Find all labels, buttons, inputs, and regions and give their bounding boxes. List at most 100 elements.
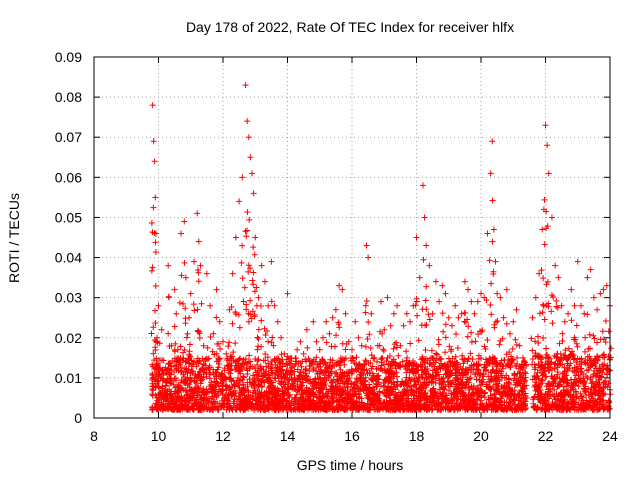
data-point [439,282,446,289]
y-tick-label: 0.03 [55,290,82,306]
data-point [379,330,386,337]
data-point [476,372,483,379]
data-point-bulk [418,403,425,410]
data-point [220,338,226,345]
data-point-bulk [180,378,187,385]
data-point [588,380,595,387]
data-point [403,348,410,355]
data-point [176,299,183,306]
data-point [271,302,278,309]
data-point-bulk [461,356,468,363]
data-point [156,370,163,377]
data-point [448,370,455,377]
data-point [413,298,420,305]
data-point-bulk [593,406,600,413]
data-point-bulk [474,392,481,399]
data-point [274,355,281,362]
data-point [182,274,189,281]
data-point-bulk [358,400,365,407]
data-point [358,380,365,387]
data-point [465,286,472,293]
data-point [442,334,449,341]
data-point [281,350,288,357]
data-point-bulk [327,356,334,363]
data-point [563,386,570,393]
data-point-bulk [250,395,257,402]
data-point [401,390,408,397]
data-point-bulk [225,363,232,370]
data-point [312,380,319,387]
data-point-bulk [461,370,468,377]
data-point-bulk [258,383,265,390]
data-point [503,286,510,293]
data-point-bulk [455,395,462,402]
data-point [152,239,159,246]
y-tick-label: 0.04 [55,250,82,266]
data-point [359,364,366,371]
data-point [249,170,256,177]
data-point-bulk [244,393,251,400]
data-point [323,318,330,325]
data-point-bulk [464,358,471,365]
data-point [442,349,449,356]
data-point [249,363,256,370]
data-point-bulk [457,399,464,406]
data-point-bulk [219,371,226,378]
data-point [400,322,407,329]
data-point [548,308,555,315]
data-point-bulk [355,404,362,411]
data-point [513,306,520,313]
data-point-bulk [154,360,161,367]
data-point-bulk [276,359,283,366]
data-point [178,230,185,237]
data-point [319,357,326,364]
data-point [468,338,475,345]
data-point [339,369,346,376]
data-point-bulk [441,386,448,393]
data-point [184,330,191,337]
data-point [238,259,245,266]
data-point [173,366,180,373]
data-point-bulk [438,381,445,388]
data-point-bulk [379,355,386,362]
data-point [421,214,428,221]
data-point [287,354,294,361]
data-point [254,334,261,341]
data-point-bulk [337,404,344,411]
data-point [586,331,593,338]
data-point [561,318,568,325]
data-point [230,349,237,356]
data-point-bulk [428,361,435,368]
data-point [452,353,459,360]
data-point-bulk [493,376,500,383]
data-point [300,350,307,357]
data-point-bulk [229,406,236,413]
data-point-bulk [451,392,458,399]
data-point [543,345,550,352]
data-point [281,391,288,398]
data-point-bulk [164,404,171,411]
data-point [319,334,326,341]
data-point-bulk [149,370,156,377]
data-point [603,282,610,289]
data-point [282,374,289,381]
data-point-bulk [567,406,574,413]
data-point-bulk [268,369,275,376]
data-point [542,122,549,129]
x-tick-label: 16 [344,428,360,444]
data-point [236,324,243,331]
data-point-bulk [204,389,211,396]
data-point [232,309,239,316]
data-point-bulk [199,365,206,372]
data-point-bulk [582,361,589,368]
data-point [373,358,380,365]
data-point-bulk [438,392,445,399]
data-point [213,286,220,293]
data-point-bulk [494,406,501,413]
data-point [366,331,373,338]
data-point [393,344,400,351]
data-point-bulk [322,381,329,388]
data-point [154,339,161,346]
data-point-bulk [232,390,239,397]
data-point-bulk [240,384,247,391]
